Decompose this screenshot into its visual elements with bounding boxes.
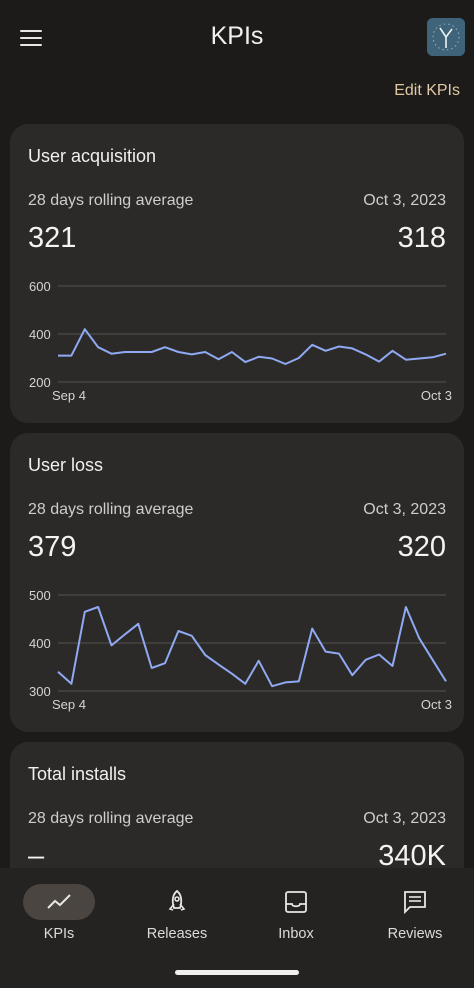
y-tick-label: 400 (29, 636, 51, 651)
card-subtitle: 28 days rolling average (28, 501, 194, 518)
active-nav-indicator (23, 884, 95, 920)
nav-label: KPIs (43, 926, 75, 942)
y-tick-label: 600 (29, 279, 51, 294)
y-tick-label: 200 (29, 375, 51, 390)
y-tick-label: 500 (29, 588, 51, 603)
series-line (58, 328, 447, 365)
series-line (57, 606, 447, 688)
nav-item-kpis[interactable]: KPIs (0, 868, 118, 958)
card-date: Oct 3, 2023 (363, 192, 446, 209)
edit-kpis-link[interactable]: Edit KPIs (394, 82, 460, 99)
card-value-end: 340K (378, 840, 446, 872)
card-value-start: – (28, 840, 45, 872)
bottom-navigation-bar: KPIs Releases Inbox Review (0, 868, 474, 988)
hamburger-menu-icon[interactable] (20, 28, 44, 48)
rocket-icon (163, 888, 191, 916)
card-subtitle: 28 days rolling average (28, 192, 194, 209)
y-tick-label: 300 (29, 684, 51, 699)
card-date: Oct 3, 2023 (363, 501, 446, 518)
kpi-card-user-loss[interactable]: User loss 28 days rolling average Oct 3,… (10, 433, 464, 732)
x-tick-label-end: Oct 3 (421, 388, 452, 403)
app-clock-icon[interactable] (427, 18, 465, 56)
card-date: Oct 3, 2023 (363, 810, 446, 827)
card-subtitle: 28 days rolling average (28, 810, 194, 827)
trend-chart-icon (45, 888, 73, 916)
card-value-end: 318 (397, 222, 446, 254)
x-tick-label-start: Sep 4 (52, 388, 86, 403)
card-title: Total installs (28, 764, 127, 784)
x-tick-label-end: Oct 3 (421, 697, 452, 712)
top-app-bar: KPIs (0, 0, 474, 75)
card-title: User loss (28, 455, 104, 475)
kpi-card-user-acquisition[interactable]: User acquisition 28 days rolling average… (10, 124, 464, 423)
nav-label: Inbox (278, 926, 314, 942)
y-tick-label: 400 (29, 327, 51, 342)
nav-item-releases[interactable]: Releases (118, 868, 236, 958)
card-value-start: 379 (28, 531, 77, 563)
card-title: User acquisition (28, 146, 157, 166)
review-message-icon (401, 888, 429, 916)
page-title: KPIs (210, 22, 264, 50)
home-indicator (175, 970, 299, 975)
card-value-start: 321 (28, 222, 77, 254)
nav-label: Reviews (387, 926, 443, 942)
nav-label: Releases (146, 926, 208, 942)
inbox-tray-icon (282, 888, 310, 916)
x-tick-label-start: Sep 4 (52, 697, 86, 712)
nav-item-reviews[interactable]: Reviews (356, 868, 474, 958)
card-value-end: 320 (397, 531, 446, 563)
nav-item-inbox[interactable]: Inbox (237, 868, 355, 958)
